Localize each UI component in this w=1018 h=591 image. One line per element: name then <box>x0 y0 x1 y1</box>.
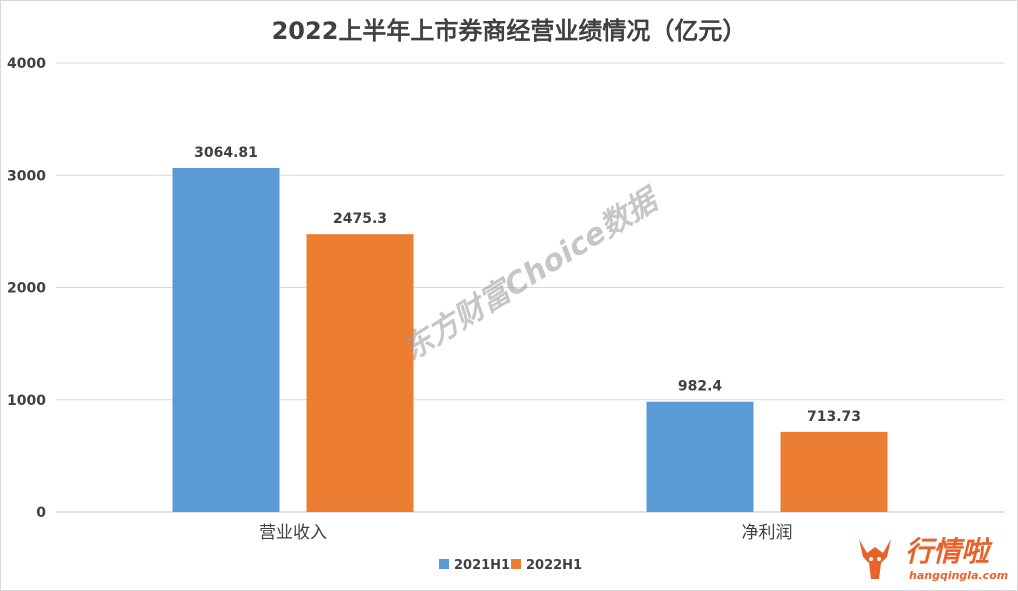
y-tick-label: 1000 <box>7 393 46 409</box>
y-tick-label: 3000 <box>7 168 46 184</box>
legend-swatch <box>511 559 521 569</box>
y-axis: 0 1000 2000 3000 4000 <box>7 56 46 521</box>
category-label: 净利润 <box>742 523 793 543</box>
data-label: 982.4 <box>678 379 723 395</box>
data-labels: 3064.81 2475.3 982.4 713.73 <box>194 145 861 425</box>
bar-2021H1-净利润 <box>646 401 754 512</box>
legend-label: 2022H1 <box>526 558 582 573</box>
y-tick-label: 0 <box>36 505 46 521</box>
x-axis: 营业收入 净利润 <box>259 523 793 543</box>
logo-name: 行情啦 <box>905 535 993 568</box>
data-label: 3064.81 <box>194 145 258 161</box>
legend: 2021H1 2022H1 <box>439 558 582 573</box>
bull-head-icon <box>859 539 891 579</box>
y-tick-label: 4000 <box>7 56 46 72</box>
logo-url: hangqingla.com <box>909 569 1008 582</box>
legend-label: 2021H1 <box>454 558 510 573</box>
data-label: 2475.3 <box>333 211 387 227</box>
bars <box>172 167 888 512</box>
legend-swatch <box>439 559 449 569</box>
watermark-text: 东方财富Choice数据 <box>397 181 668 368</box>
bar-2022H1-净利润 <box>780 431 888 512</box>
logo: 行情啦 hangqingla.com <box>859 535 1008 582</box>
y-tick-label: 2000 <box>7 281 46 297</box>
category-label: 营业收入 <box>259 523 327 543</box>
bar-2022H1-营业收入 <box>306 234 414 512</box>
bar-2021H1-营业收入 <box>172 167 280 512</box>
data-label: 713.73 <box>807 409 861 425</box>
chart-title: 2022上半年上市券商经营业绩情况（亿元） <box>272 17 747 45</box>
